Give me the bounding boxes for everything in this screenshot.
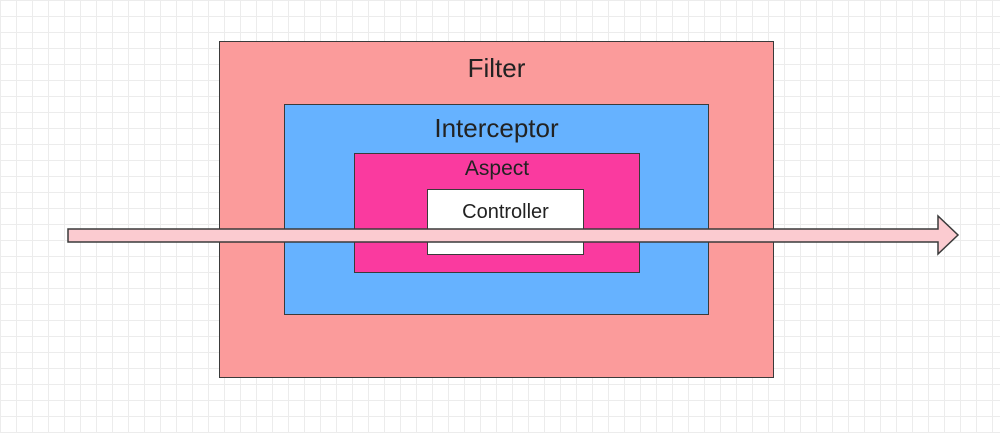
- controller-label: Controller: [462, 201, 549, 223]
- filter-label: Filter: [467, 53, 526, 83]
- request-flow-arrow-shape: [67, 214, 960, 256]
- aspect-label: Aspect: [464, 157, 530, 180]
- controller-box: Controller: [427, 189, 584, 255]
- interceptor-label: Interceptor: [434, 113, 559, 143]
